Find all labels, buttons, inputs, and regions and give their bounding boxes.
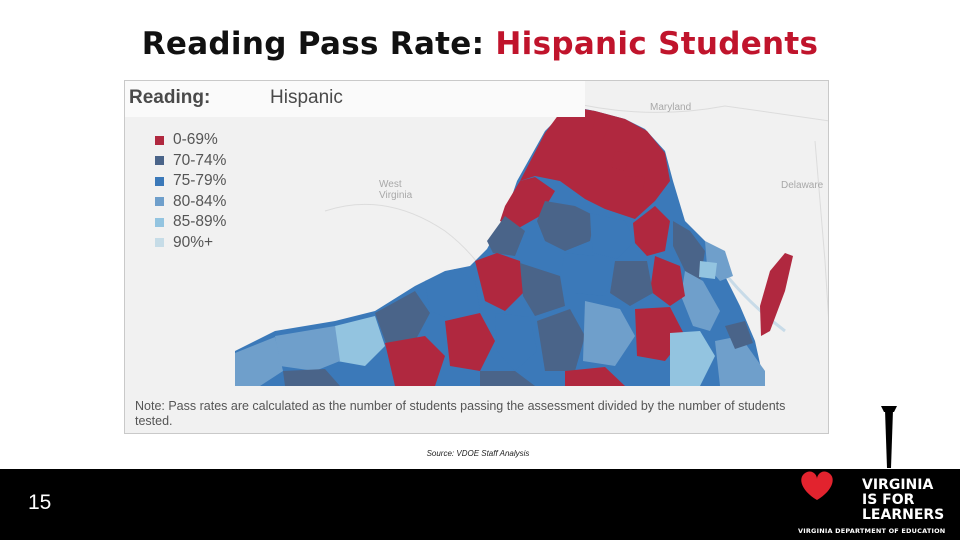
- virginia-is-for-learners-logo: [801, 401, 952, 500]
- legend-label: 80-84%: [173, 192, 227, 210]
- torch-cup-icon: [881, 406, 897, 412]
- logo-line-3: LEARNERS: [862, 507, 945, 523]
- legend-label: 70-74%: [173, 151, 227, 169]
- geo-label-maryland: Maryland: [650, 102, 692, 113]
- legend-item-5: 90%+: [155, 233, 226, 254]
- geo-label-west: West: [379, 179, 402, 190]
- legend-swatch: [155, 176, 164, 186]
- legend-label: 0-69%: [173, 131, 218, 149]
- heart-icon: [801, 471, 833, 500]
- legend-label: 85-89%: [173, 213, 227, 231]
- legend-swatch: [155, 197, 164, 207]
- title-highlight: Hispanic Students: [495, 26, 819, 62]
- map-subgroup: Hispanic: [270, 87, 343, 108]
- legend-label: 90%+: [173, 233, 214, 251]
- torch-icon: [885, 410, 893, 468]
- geo-label-virginia: Virginia: [379, 190, 413, 201]
- map-header: Reading: Hispanic: [125, 81, 585, 117]
- legend-swatch: [155, 135, 164, 145]
- legend-item-3: 80-84%: [155, 192, 226, 213]
- footer-bar: 15: [0, 469, 960, 540]
- legend-item-4: 85-89%: [155, 212, 226, 233]
- logo-line-2: IS FOR: [862, 492, 915, 508]
- legend-item-1: 70-74%: [155, 151, 226, 172]
- slide-number: 15: [28, 491, 52, 514]
- logo-line-1: VIRGINIA: [862, 477, 934, 493]
- logo-department: VIRGINIA DEPARTMENT OF EDUCATION: [798, 527, 946, 535]
- map-header-label: Reading:: [129, 87, 211, 108]
- virginia-choropleth-map: [125, 81, 828, 433]
- legend-swatch: [155, 156, 164, 166]
- legend-swatch: [155, 238, 164, 248]
- map-legend: 0-69% 70-74% 75-79% 80-84% 85-89% 90%+: [155, 130, 226, 253]
- geo-label-west-virginia: West Virginia: [379, 179, 412, 201]
- legend-swatch: [155, 217, 164, 227]
- logo-text: VIRGINIA IS FOR LEARNERS: [862, 478, 944, 523]
- map-panel: Reading: Hispanic 0-69% 70-74% 75-79% 80…: [124, 80, 829, 434]
- map-note: Note: Pass rates are calculated as the n…: [135, 399, 786, 428]
- source-citation: Source: VDOE Staff Analysis: [426, 449, 530, 458]
- slide-title: Reading Pass Rate: Hispanic Students: [0, 26, 960, 62]
- legend-item-0: 0-69%: [155, 130, 226, 151]
- legend-label: 75-79%: [173, 172, 227, 190]
- title-prefix: Reading Pass Rate:: [141, 26, 496, 62]
- legend-item-2: 75-79%: [155, 171, 226, 192]
- geo-label-delaware: Delaware: [781, 180, 824, 191]
